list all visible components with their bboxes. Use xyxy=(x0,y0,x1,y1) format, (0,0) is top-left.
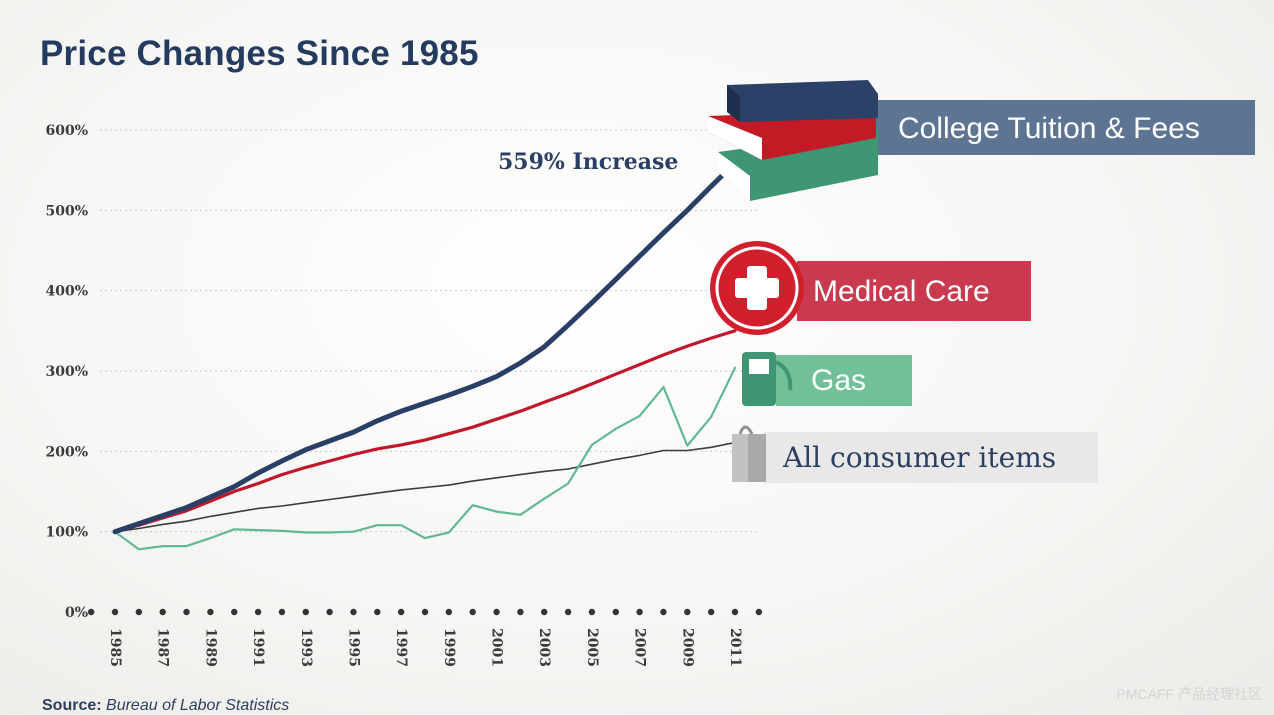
gas-label: Gas xyxy=(811,364,866,397)
x-axis-dot xyxy=(254,608,262,616)
medical-cross-icon xyxy=(710,241,804,335)
x-axis-dots xyxy=(87,608,763,616)
x-tick-label: 2003 xyxy=(536,628,552,667)
medical-legend: Medical Care xyxy=(710,241,1031,335)
x-axis-dot xyxy=(159,608,166,616)
books-icon xyxy=(708,80,878,201)
x-axis-dot xyxy=(493,608,500,616)
consumer-label: All consumer items xyxy=(782,441,1056,474)
x-tick-label: 1985 xyxy=(107,628,123,667)
x-axis-dot xyxy=(731,608,739,616)
x-tick-label: 2005 xyxy=(584,628,600,667)
y-tick-label: 200% xyxy=(45,444,88,460)
x-axis-dot xyxy=(755,608,763,616)
x-axis-dot xyxy=(326,608,333,616)
y-tick-label: 400% xyxy=(45,284,88,300)
series-line-gas xyxy=(113,366,737,551)
x-axis-dot xyxy=(397,608,405,616)
x-tick-label: 1999 xyxy=(441,628,457,667)
series-line-consumer xyxy=(114,441,736,533)
x-axis-dot xyxy=(636,608,643,616)
x-axis-dot xyxy=(445,608,453,616)
x-axis-dot xyxy=(707,608,715,616)
x-axis-dot xyxy=(421,608,429,616)
series-line-tuition xyxy=(112,160,738,535)
x-tick-label: 2011 xyxy=(727,628,743,667)
source-label: Source: xyxy=(42,697,102,714)
source-name: Bureau of Labor Statistics xyxy=(106,697,290,714)
y-tick-label: 100% xyxy=(45,525,88,541)
y-tick-label: 300% xyxy=(45,364,88,380)
x-tick-label: 2007 xyxy=(632,628,648,667)
x-axis-dot xyxy=(350,608,357,616)
y-tick-label: 600% xyxy=(45,123,88,139)
x-axis-dot xyxy=(469,608,476,616)
x-axis-dot xyxy=(183,608,190,616)
x-axis-dot xyxy=(541,608,548,616)
x-axis-dot xyxy=(302,608,309,616)
tuition-label-bg xyxy=(876,100,1255,155)
x-axis-dot xyxy=(660,608,667,616)
increase-annotation: 559% Increase xyxy=(498,149,678,175)
medical-label: Medical Care xyxy=(813,275,990,308)
x-axis-dot xyxy=(231,608,238,616)
x-axis-dot xyxy=(135,608,143,616)
x-tick-label: 1987 xyxy=(155,628,171,667)
x-tick-label: 1993 xyxy=(298,628,314,667)
source-note: Source: Bureau of Labor Statistics xyxy=(42,697,289,715)
x-tick-label: 1989 xyxy=(202,628,218,667)
y-axis-ticks: 0% 100% 200% 300% 400% 500% 600% xyxy=(45,123,88,621)
x-tick-label: 2001 xyxy=(489,628,505,667)
x-axis-dot xyxy=(564,608,572,616)
x-tick-label: 1991 xyxy=(250,628,266,667)
tuition-legend: College Tuition & Fees xyxy=(708,80,1255,201)
gas-pump-icon xyxy=(742,352,793,406)
consumer-label-bg xyxy=(764,432,1098,483)
medical-label-bg xyxy=(797,261,1031,321)
x-axis-dot xyxy=(87,608,95,616)
x-axis-dot xyxy=(517,608,524,616)
x-axis-dot xyxy=(207,608,214,616)
x-axis-dot xyxy=(684,608,691,616)
tuition-label: College Tuition & Fees xyxy=(898,112,1200,145)
watermark: PMCAFF 产品经理社区 xyxy=(1116,686,1262,702)
series-lines xyxy=(112,160,738,551)
consumer-legend: All consumer items xyxy=(732,425,1098,483)
gas-label-bg xyxy=(776,355,912,406)
y-tick-label: 500% xyxy=(45,203,88,219)
x-axis-dot xyxy=(278,608,286,616)
x-tick-label: 1997 xyxy=(393,628,409,667)
x-axis-dot xyxy=(612,608,619,616)
x-tick-label: 1995 xyxy=(345,628,361,667)
x-tick-label: 2009 xyxy=(679,628,695,667)
x-axis-dot xyxy=(588,608,596,616)
grid-lines xyxy=(100,129,760,533)
shopping-bag-icon xyxy=(732,425,766,482)
chart-title: Price Changes Since 1985 xyxy=(40,34,479,73)
gas-legend: Gas xyxy=(742,352,912,406)
x-axis-ticks: 1985 1987 1989 1991 1993 1995 1997 1999 2001 2003… xyxy=(107,628,743,667)
y-tick-label: 0% xyxy=(65,605,88,621)
x-axis-dot xyxy=(374,608,381,616)
series-line-medical xyxy=(113,329,737,534)
x-axis-dot xyxy=(111,608,119,616)
